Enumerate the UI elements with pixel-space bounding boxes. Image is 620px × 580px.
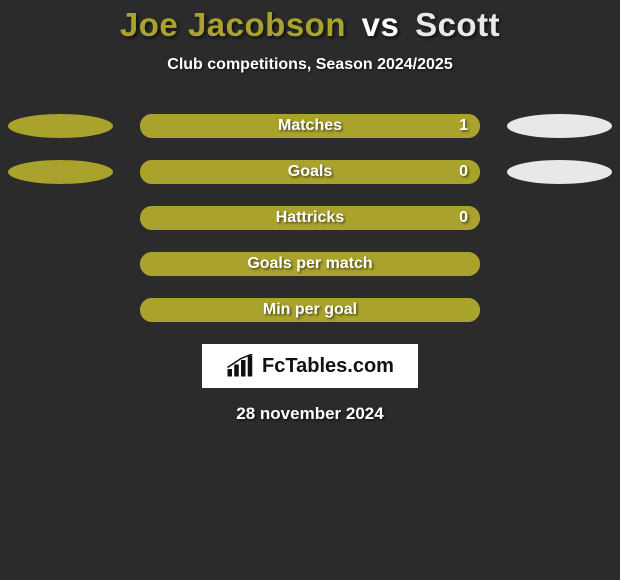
stat-label: Goals xyxy=(140,160,480,184)
player1-name: Joe Jacobson xyxy=(120,6,346,43)
stat-label: Min per goal xyxy=(140,298,480,322)
stat-row: 0Goals xyxy=(0,160,620,186)
stat-bar: Goals per match xyxy=(140,252,480,276)
stat-row: Goals per match xyxy=(0,252,620,278)
footer-logo-text: FcTables.com xyxy=(262,355,394,378)
chart-icon xyxy=(226,354,256,378)
stat-bar: 0Hattricks xyxy=(140,206,480,230)
stat-row: 1Matches xyxy=(0,114,620,140)
player2-name: Scott xyxy=(415,6,500,43)
player1-pill xyxy=(8,160,113,184)
stat-label: Hattricks xyxy=(140,206,480,230)
subtitle: Club competitions, Season 2024/2025 xyxy=(0,56,620,74)
vs-text: vs xyxy=(362,6,400,43)
stat-row: Min per goal xyxy=(0,298,620,324)
player2-pill xyxy=(507,114,612,138)
stat-label: Goals per match xyxy=(140,252,480,276)
stat-row: 0Hattricks xyxy=(0,206,620,232)
stat-bar: 0Goals xyxy=(140,160,480,184)
stat-bar: 1Matches xyxy=(140,114,480,138)
player2-pill xyxy=(507,160,612,184)
comparison-rows: 1Matches 0Goals 0Hattricks Goals per match M… xyxy=(0,114,620,324)
footer-logo: FcTables.com xyxy=(202,344,418,388)
title: Joe Jacobson vs Scott xyxy=(0,0,620,44)
footer-date: 28 november 2024 xyxy=(0,404,620,424)
player1-pill xyxy=(8,114,113,138)
stat-bar: Min per goal xyxy=(140,298,480,322)
stat-label: Matches xyxy=(140,114,480,138)
stats-card: Joe Jacobson vs Scott Club competitions,… xyxy=(0,0,620,580)
